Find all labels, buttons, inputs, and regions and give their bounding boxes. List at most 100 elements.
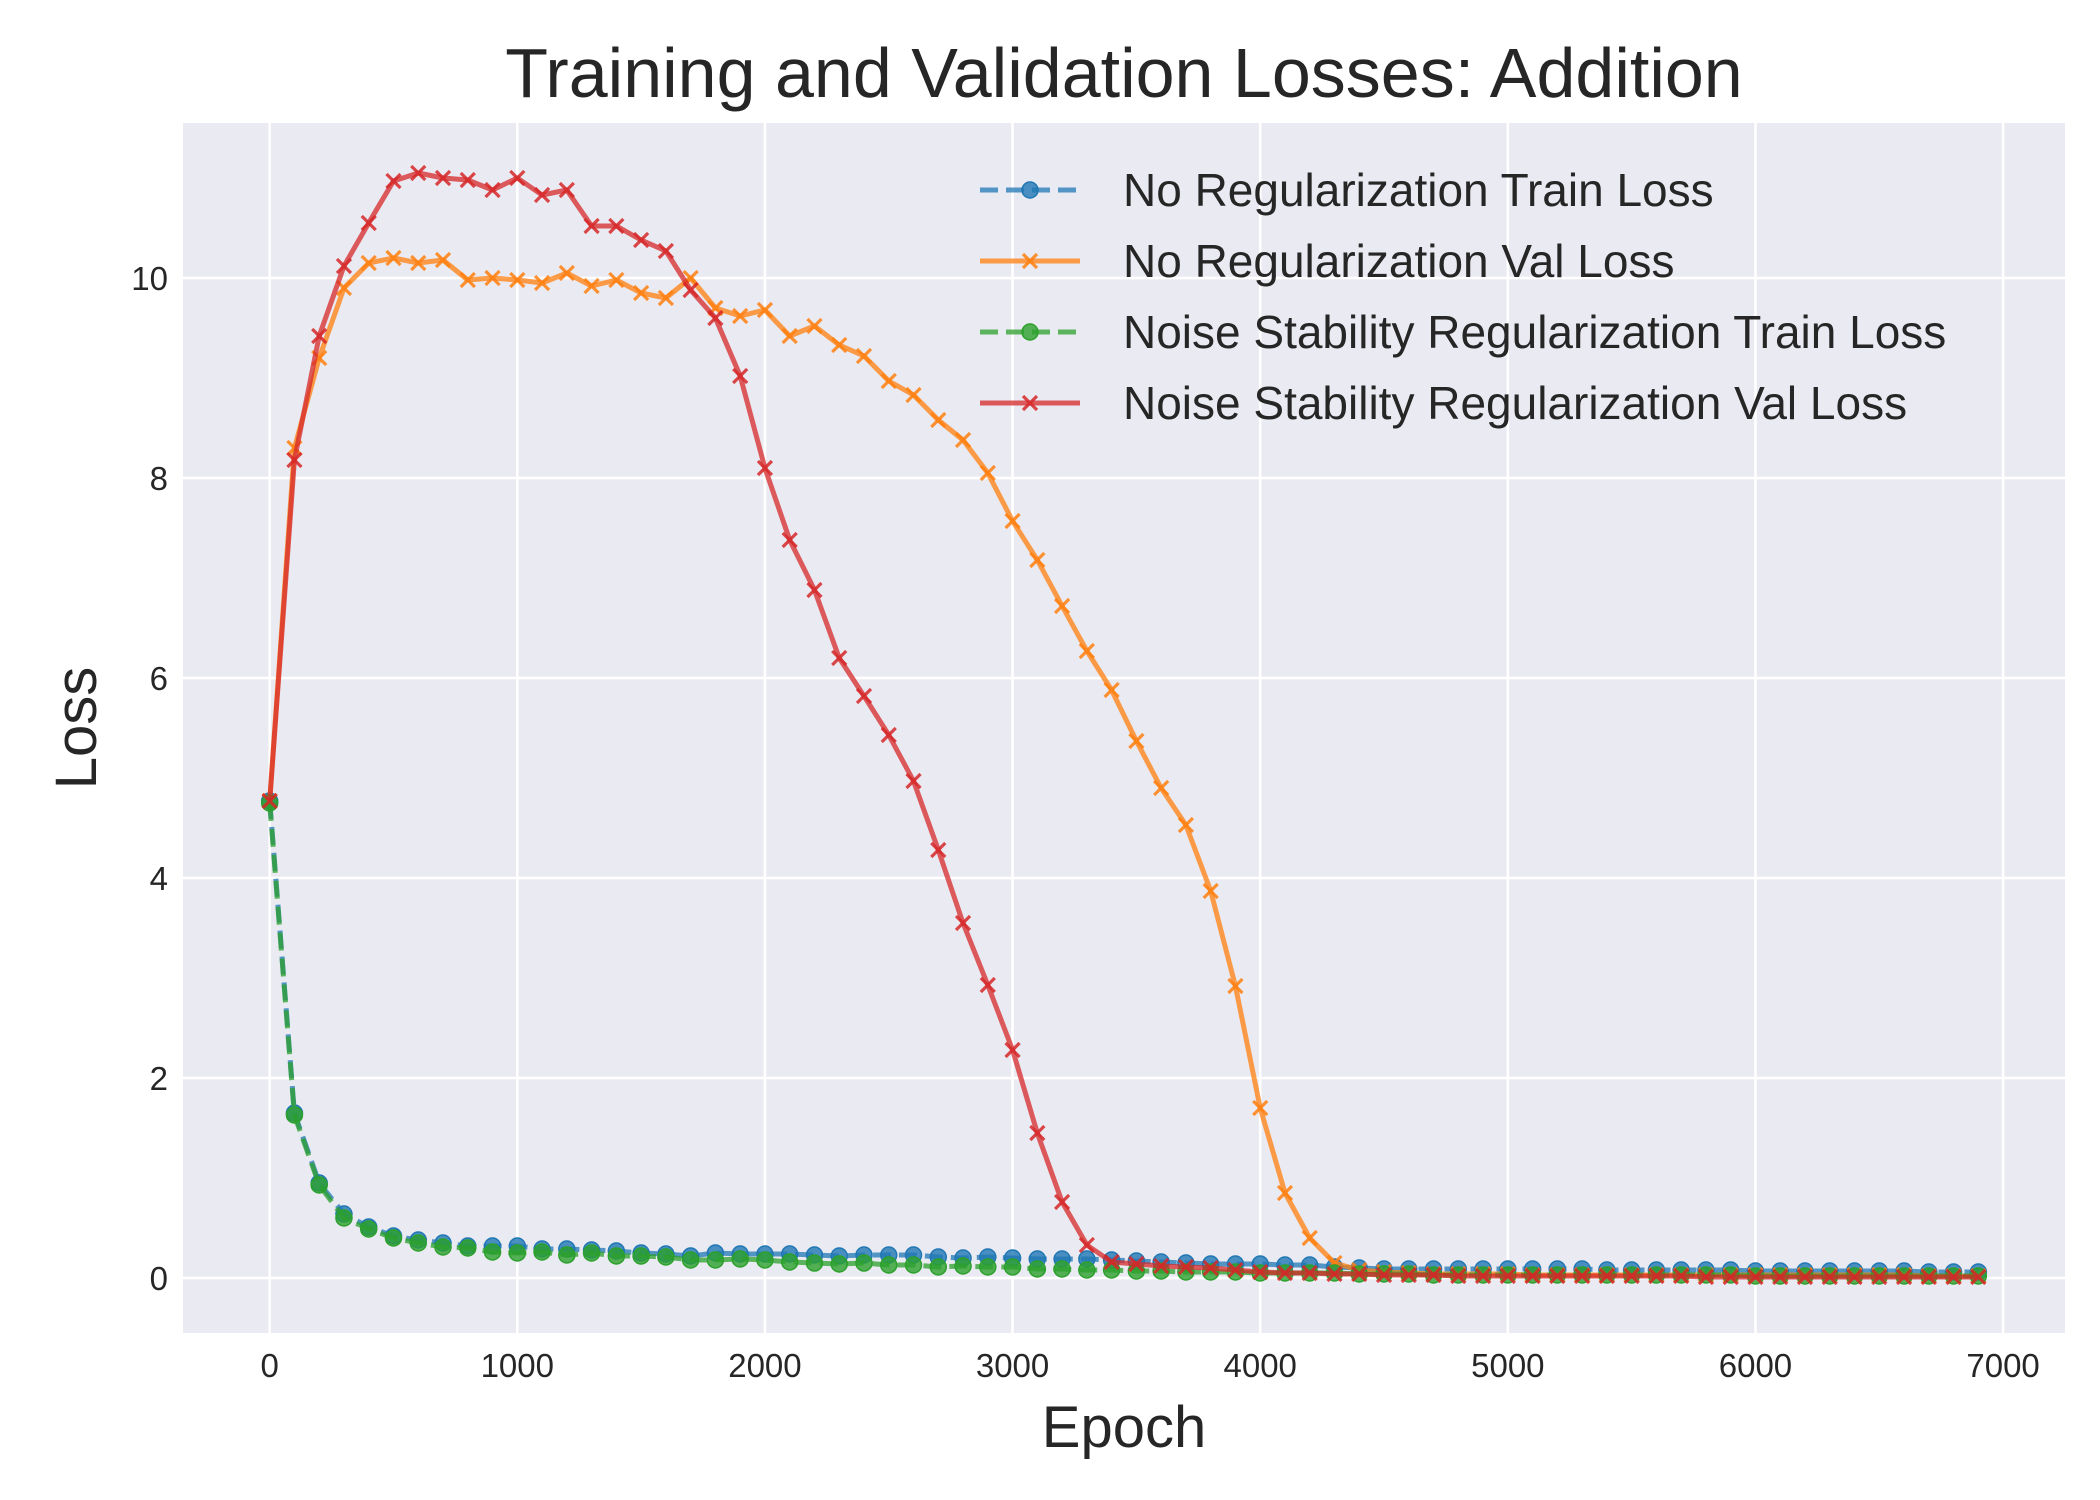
data-point: [1128, 1255, 1145, 1273]
x-axis-ticks: 0 1000 2000 3000 4000 5000 6000 7000: [260, 1347, 2039, 1384]
y-axis-ticks: 0 2 4 6 8 10: [131, 260, 168, 1297]
data-point: [1227, 977, 1244, 995]
data-point: [1945, 1268, 1962, 1286]
data-point: [657, 242, 675, 260]
data-point: [954, 431, 972, 449]
data-point: [905, 772, 922, 790]
data-point: [1697, 1268, 1715, 1286]
x-tick-label: 0: [260, 1347, 278, 1384]
y-tick-label: 10: [131, 260, 168, 297]
data-point: [335, 257, 353, 275]
data-point: [1301, 1264, 1318, 1282]
legend-label: No Regularization Train Loss: [1123, 164, 1714, 216]
series-line: [267, 170, 1979, 1280]
plot-area: [183, 123, 2065, 1333]
legend: No Regularization Train Loss No Regulariz…: [980, 164, 1946, 429]
data-point: [558, 1246, 576, 1264]
data-point: [1053, 1193, 1071, 1211]
data-point: [1003, 1258, 1022, 1276]
data-point: [286, 451, 303, 469]
series-4: [261, 164, 1987, 1286]
data-point: [1177, 1258, 1195, 1276]
data-point: [806, 581, 823, 599]
data-point: [509, 169, 526, 187]
legend-marker: [1021, 394, 1039, 412]
data-point: [880, 1256, 898, 1274]
legend-item: No Regularization Train Loss: [980, 164, 1714, 216]
data-point: [1252, 1263, 1269, 1281]
data-point: [1029, 551, 1046, 569]
data-point: [285, 1106, 304, 1124]
data-point: [1648, 1267, 1665, 1285]
data-point: [1871, 1268, 1888, 1286]
data-point: [359, 1220, 378, 1238]
data-point: [657, 289, 675, 307]
data-point: [261, 792, 278, 810]
data-point: [1177, 816, 1195, 834]
y-tick-label: 8: [150, 460, 168, 497]
data-point: [1276, 1184, 1294, 1202]
data-point: [830, 1255, 848, 1273]
data-point: [855, 347, 873, 365]
data-point: [731, 1250, 749, 1268]
data-point: [459, 271, 476, 289]
data-point: [459, 1239, 477, 1257]
data-point: [385, 172, 402, 190]
data-point: [484, 181, 501, 199]
data-point: [756, 301, 774, 319]
data-point: [608, 271, 625, 289]
data-point: [1400, 1266, 1417, 1284]
data-point: [360, 254, 377, 272]
data-point: [1227, 1261, 1244, 1279]
x-tick-label: 4000: [1223, 1347, 1296, 1384]
data-point: [1202, 882, 1219, 900]
y-tick-label: 2: [150, 1060, 168, 1097]
data-point: [385, 249, 402, 267]
data-point: [979, 464, 996, 482]
data-point: [1351, 1265, 1368, 1283]
x-tick-label: 7000: [1966, 1347, 2039, 1384]
legend-label: Noise Stability Regularization Train Los…: [1123, 306, 1946, 358]
legend-item: Noise Stability Regularization Val Loss: [980, 377, 1907, 429]
data-point: [632, 1247, 650, 1265]
data-point: [1722, 1268, 1739, 1286]
data-point: [583, 217, 600, 235]
data-point: [483, 1243, 502, 1261]
data-point: [904, 1256, 923, 1274]
y-tick-label: 0: [150, 1260, 168, 1297]
data-point: [1895, 1268, 1913, 1286]
data-point: [632, 284, 650, 302]
data-point: [732, 367, 749, 385]
legend-marker: [1021, 181, 1039, 199]
x-tick-label: 5000: [1471, 1347, 1544, 1384]
x-axis-label: Epoch: [1042, 1395, 1206, 1460]
data-point: [384, 1229, 403, 1247]
legend-marker: [1021, 323, 1039, 341]
data-point: [410, 164, 427, 182]
data-point: [756, 459, 774, 477]
data-point: [880, 726, 897, 744]
data-point: [582, 1244, 601, 1262]
data-point: [1153, 1257, 1170, 1275]
data-point: [1499, 1267, 1516, 1285]
data-point: [410, 254, 427, 272]
data-point: [1276, 1264, 1294, 1282]
x-tick-label: 2000: [728, 1347, 801, 1384]
y-axis-label: Loss: [44, 667, 109, 790]
data-point: [1772, 1268, 1789, 1286]
data-point: [1004, 1041, 1021, 1059]
data-point: [310, 1176, 328, 1194]
data-point: [880, 372, 897, 390]
chart-title: Training and Validation Losses: Addition: [505, 34, 1742, 112]
data-point: [1053, 597, 1071, 615]
x-tick-label: 3000: [976, 1347, 1049, 1384]
data-point: [1474, 1267, 1492, 1285]
data-point: [681, 1251, 700, 1269]
data-point: [979, 1258, 997, 1276]
data-point: [533, 274, 551, 292]
data-point: [508, 1244, 527, 1262]
data-point: [954, 914, 972, 932]
data-point: [682, 281, 699, 299]
legend-marker: [1021, 252, 1039, 270]
data-point: [806, 317, 823, 335]
